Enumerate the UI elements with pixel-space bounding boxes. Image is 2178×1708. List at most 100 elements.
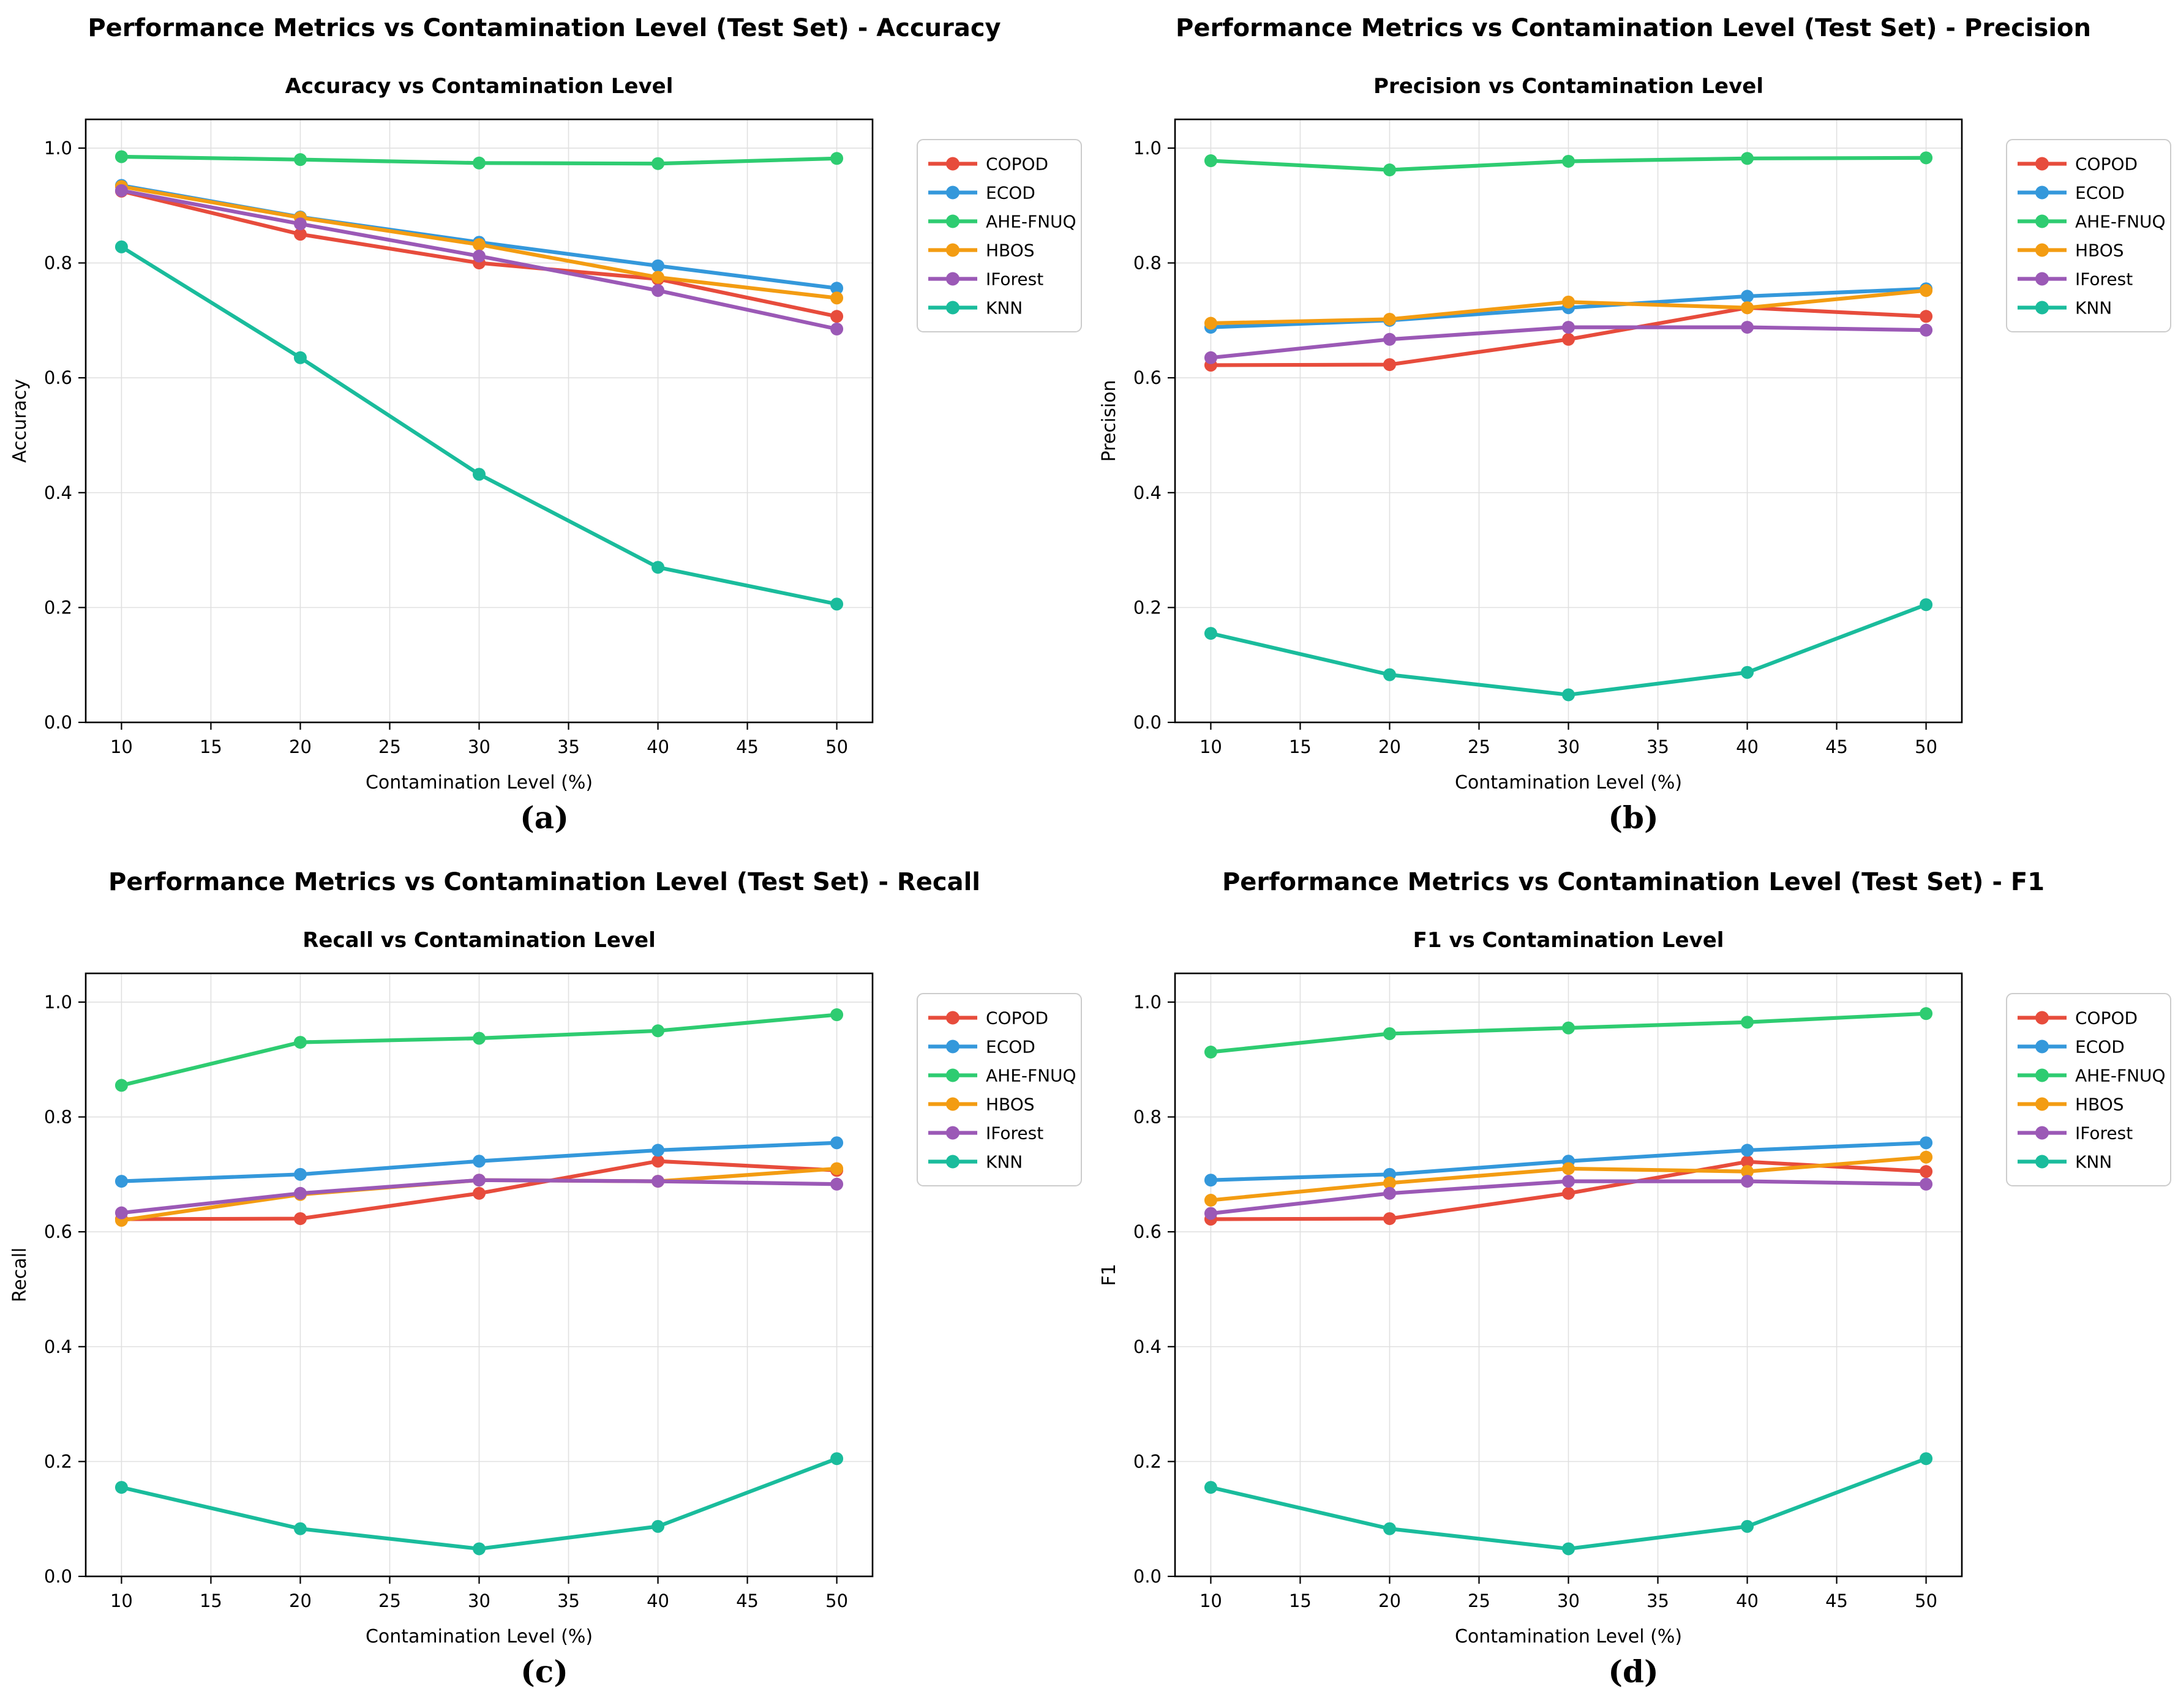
legend-label: HBOS <box>2075 1095 2124 1115</box>
y-axis-label: Precision <box>1098 380 1120 462</box>
x-tick-label: 30 <box>1557 736 1580 757</box>
x-tick-label: 40 <box>1736 1590 1759 1611</box>
legend-item-KNN: KNN <box>2017 298 2112 318</box>
legend-marker <box>2035 1011 2049 1025</box>
y-tick-label: 0.4 <box>44 1336 72 1357</box>
data-point-IForest <box>115 1206 128 1219</box>
y-axis-label: Accuracy <box>9 379 31 463</box>
y-tick-label: 0.0 <box>1133 1566 1161 1587</box>
data-point-KNN <box>115 240 128 253</box>
legend-marker <box>2035 1126 2049 1140</box>
x-tick-label: 35 <box>1647 736 1669 757</box>
data-point-AHE-FNUQ <box>1919 151 1932 165</box>
data-point-AHE-FNUQ <box>1383 163 1396 177</box>
legend-label: AHE-FNUQ <box>2075 212 2166 232</box>
panel-d: Performance Metrics vs Contamination Lev… <box>1089 854 2178 1708</box>
data-point-COPOD <box>830 310 844 323</box>
y-tick-label: 0.4 <box>1133 482 1161 503</box>
data-point-COPOD <box>293 1212 307 1226</box>
legend-item-KNN: KNN <box>928 298 1023 318</box>
legend-marker <box>2035 1097 2049 1111</box>
data-point-HBOS <box>1740 301 1754 315</box>
data-point-COPOD <box>1919 1165 1932 1178</box>
legend-box <box>917 139 1082 332</box>
data-point-COPOD <box>1383 358 1396 372</box>
legend-label: HBOS <box>2075 241 2124 261</box>
data-point-HBOS <box>652 271 665 284</box>
data-point-ECOD <box>652 259 665 272</box>
data-point-HBOS <box>1561 295 1575 309</box>
legend-label: COPOD <box>986 1008 1048 1028</box>
chart-svg-precision: 10 15 20 25 30 35 40 45 50 0.0 0.2 0.4 0.6 0.8 1.0 Prec… <box>1098 74 2171 793</box>
data-point-KNN <box>293 351 307 364</box>
data-point-HBOS <box>1561 1162 1575 1175</box>
legend-item-COPOD: COPOD <box>928 1008 1048 1028</box>
data-point-COPOD <box>1740 1155 1754 1169</box>
series-KNN <box>115 240 844 611</box>
y-axis: 0.0 0.2 0.4 0.6 0.8 1.0 <box>1133 138 1175 733</box>
y-tick-label: 0.8 <box>44 253 72 274</box>
y-tick-label: 0.4 <box>1133 1336 1161 1357</box>
panel-a-suptitle: Performance Metrics vs Contamination Lev… <box>88 14 1001 42</box>
y-tick-label: 0.6 <box>44 1221 72 1242</box>
legend-marker <box>2035 243 2049 257</box>
chart-svg-recall: 10 15 20 25 30 35 40 45 50 0.0 0.2 0.4 0.6 0.8 1.0 Reca… <box>9 928 1082 1647</box>
x-tick-label: 10 <box>110 736 133 757</box>
legend-label: IForest <box>986 1123 1043 1144</box>
data-point-HBOS <box>1204 317 1217 330</box>
legend-marker <box>2035 157 2049 171</box>
data-point-IForest <box>652 284 665 298</box>
y-tick-label: 1.0 <box>44 138 72 159</box>
x-tick-label: 30 <box>468 1590 490 1611</box>
legend-label: KNN <box>986 1152 1023 1172</box>
data-point-ECOD <box>473 1155 486 1168</box>
legend-item-COPOD: COPOD <box>928 154 1048 174</box>
chart-svg-f1: 10 15 20 25 30 35 40 45 50 0.0 0.2 0.4 0.6 0.8 1.0 F1 v… <box>1098 928 2171 1647</box>
data-point-ECOD <box>830 1136 844 1150</box>
data-point-KNN <box>1204 1481 1217 1494</box>
data-point-COPOD <box>1383 1212 1396 1226</box>
data-point-IForest <box>1383 1186 1396 1200</box>
legend-marker <box>946 1068 959 1082</box>
legend-marker <box>2035 1155 2049 1169</box>
legend-item-IForest: IForest <box>928 1123 1043 1144</box>
x-tick-label: 45 <box>736 736 759 757</box>
series-AHE-FNUQ <box>115 1008 844 1092</box>
x-axis-label: Contamination Level (%) <box>1454 1626 1681 1647</box>
legend-marker <box>2035 301 2049 315</box>
subplot-title: Accuracy vs Contamination Level <box>285 74 674 99</box>
data-point-IForest <box>652 1175 665 1188</box>
chart-f1: 10 15 20 25 30 35 40 45 50 0.0 0.2 0.4 0.6 0.8 1.0 F1 v… <box>1089 921 2178 1650</box>
legend-label: KNN <box>986 298 1023 318</box>
legend-marker <box>2035 214 2049 228</box>
legend-marker <box>946 1097 959 1111</box>
data-point-ECOD <box>293 1167 307 1181</box>
gridlines <box>1174 119 1962 723</box>
data-point-AHE-FNUQ <box>652 157 665 170</box>
data-point-HBOS <box>830 291 844 305</box>
gridlines <box>86 973 873 1577</box>
data-point-ECOD <box>115 1175 128 1188</box>
series-IForest <box>1204 1175 1932 1220</box>
data-point-KNN <box>830 1452 844 1466</box>
x-tick-label: 20 <box>289 736 312 757</box>
data-point-IForest <box>115 184 128 197</box>
x-axis-label: Contamination Level (%) <box>1454 772 1681 793</box>
x-tick-label: 15 <box>200 1590 222 1611</box>
data-point-IForest <box>1383 332 1396 346</box>
x-tick-label: 10 <box>110 1590 133 1611</box>
y-tick-label: 0.2 <box>1133 597 1161 618</box>
data-point-IForest <box>1919 323 1932 337</box>
y-tick-label: 0.2 <box>1133 1451 1161 1472</box>
y-tick-label: 0.2 <box>44 1451 72 1472</box>
data-point-HBOS <box>1204 1194 1217 1207</box>
data-point-KNN <box>1561 688 1575 702</box>
chart-accuracy: 10 15 20 25 30 35 40 45 50 0.0 0.2 0.4 0.6 0.8 1.0 Accu… <box>0 67 1089 796</box>
x-tick-label: 45 <box>1825 1590 1848 1611</box>
legend-item-AHE-FNUQ: AHE-FNUQ <box>928 212 1076 232</box>
x-tick-label: 50 <box>1915 1590 1937 1611</box>
x-tick-label: 35 <box>1647 1590 1669 1611</box>
panel-b-suptitle: Performance Metrics vs Contamination Lev… <box>1176 14 2091 42</box>
series-KNN <box>115 1452 844 1556</box>
data-point-COPOD <box>293 228 307 241</box>
